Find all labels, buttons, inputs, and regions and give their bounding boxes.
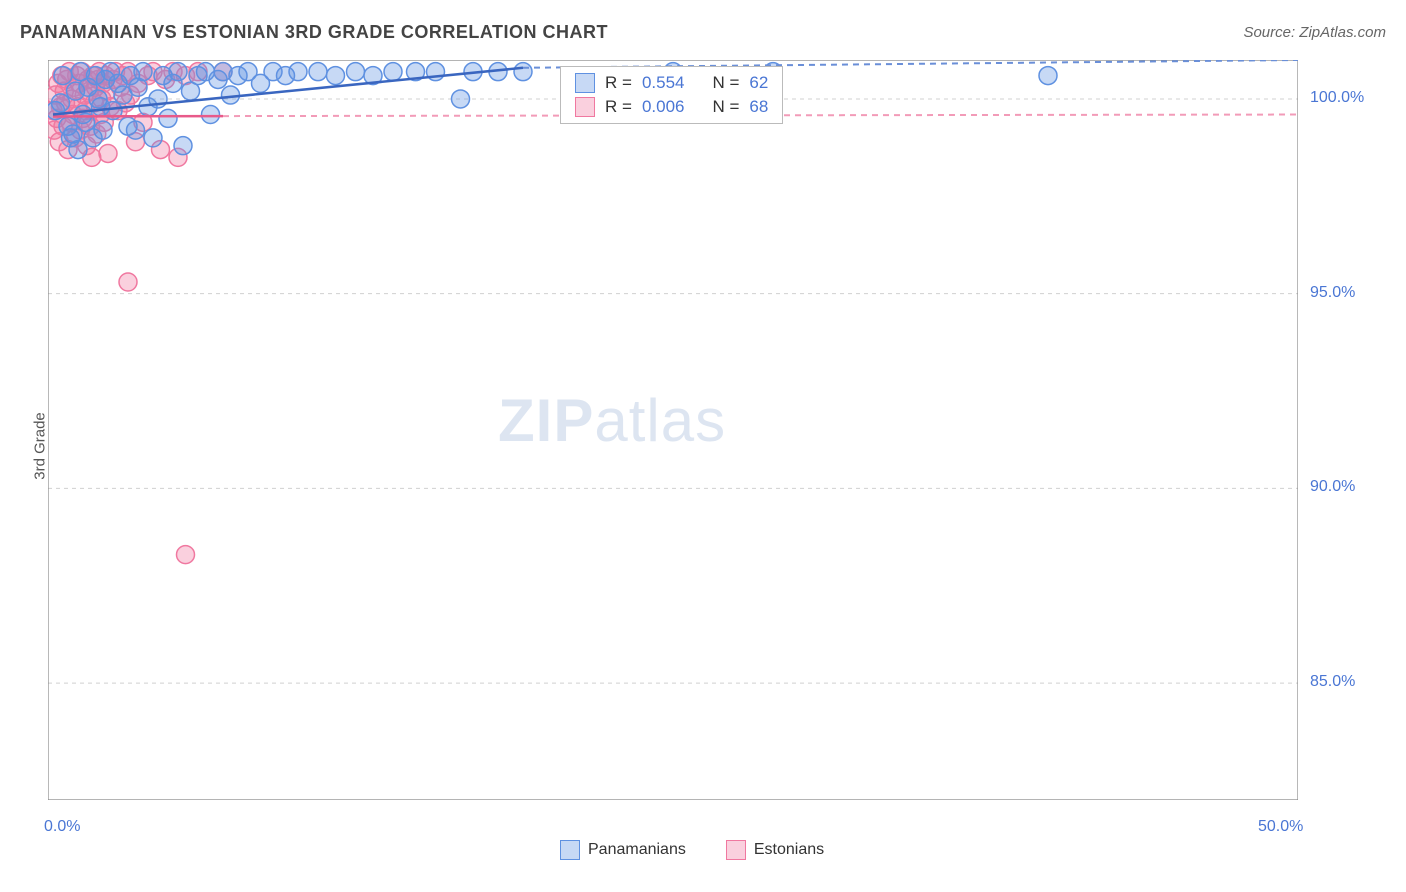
data-point-panamanians [327, 67, 345, 85]
y-tick-label: 85.0% [1310, 673, 1355, 691]
bottom-legend: Panamanians Estonians [560, 840, 824, 860]
data-point-panamanians [94, 121, 112, 139]
n-label: N = [712, 97, 739, 117]
data-point-panamanians [514, 63, 532, 81]
legend-swatch [575, 73, 595, 93]
n-value: 62 [749, 73, 768, 93]
data-point-panamanians [452, 90, 470, 108]
data-point-panamanians [69, 141, 87, 159]
data-point-panamanians [1039, 67, 1057, 85]
legend-swatch [726, 840, 746, 860]
data-point-panamanians [289, 63, 307, 81]
legend-swatch [560, 840, 580, 860]
data-point-panamanians [309, 63, 327, 81]
r-label: R = [605, 97, 632, 117]
scatter-plot [48, 60, 1298, 800]
r-label: R = [605, 73, 632, 93]
data-point-panamanians [54, 67, 72, 85]
x-axis-min-label: 0.0% [44, 818, 80, 836]
legend-item: Panamanians [560, 840, 686, 860]
chart-title: PANAMANIAN VS ESTONIAN 3RD GRADE CORRELA… [20, 22, 608, 43]
legend-item: Estonians [726, 840, 824, 860]
legend-swatch [575, 97, 595, 117]
y-tick-label: 100.0% [1310, 89, 1364, 107]
data-point-panamanians [127, 121, 145, 139]
y-axis-label: 3rd Grade [31, 412, 48, 480]
data-point-panamanians [202, 106, 220, 124]
n-value: 68 [749, 97, 768, 117]
y-tick-label: 95.0% [1310, 284, 1355, 302]
stats-legend-box: R = 0.554 N = 62 R = 0.006 N = 68 [560, 66, 783, 124]
data-point-panamanians [347, 63, 365, 81]
n-label: N = [712, 73, 739, 93]
y-tick-label: 90.0% [1310, 478, 1355, 496]
r-value: 0.006 [642, 97, 685, 117]
legend-label: Estonians [754, 841, 824, 859]
data-point-panamanians [169, 63, 187, 81]
source-label: Source: ZipAtlas.com [1243, 24, 1386, 41]
r-value: 0.554 [642, 73, 685, 93]
data-point-panamanians [144, 129, 162, 147]
data-point-estonians [177, 546, 195, 564]
stats-row: R = 0.554 N = 62 [575, 73, 768, 93]
legend-label: Panamanians [588, 841, 686, 859]
chart-container: PANAMANIAN VS ESTONIAN 3RD GRADE CORRELA… [0, 0, 1406, 892]
data-point-estonians [119, 273, 137, 291]
data-point-panamanians [384, 63, 402, 81]
data-point-panamanians [134, 63, 152, 81]
stats-row: R = 0.006 N = 68 [575, 97, 768, 117]
data-point-panamanians [174, 137, 192, 155]
data-point-estonians [99, 144, 117, 162]
data-point-panamanians [159, 109, 177, 127]
data-point-panamanians [52, 94, 70, 112]
x-axis-max-label: 50.0% [1258, 818, 1303, 836]
